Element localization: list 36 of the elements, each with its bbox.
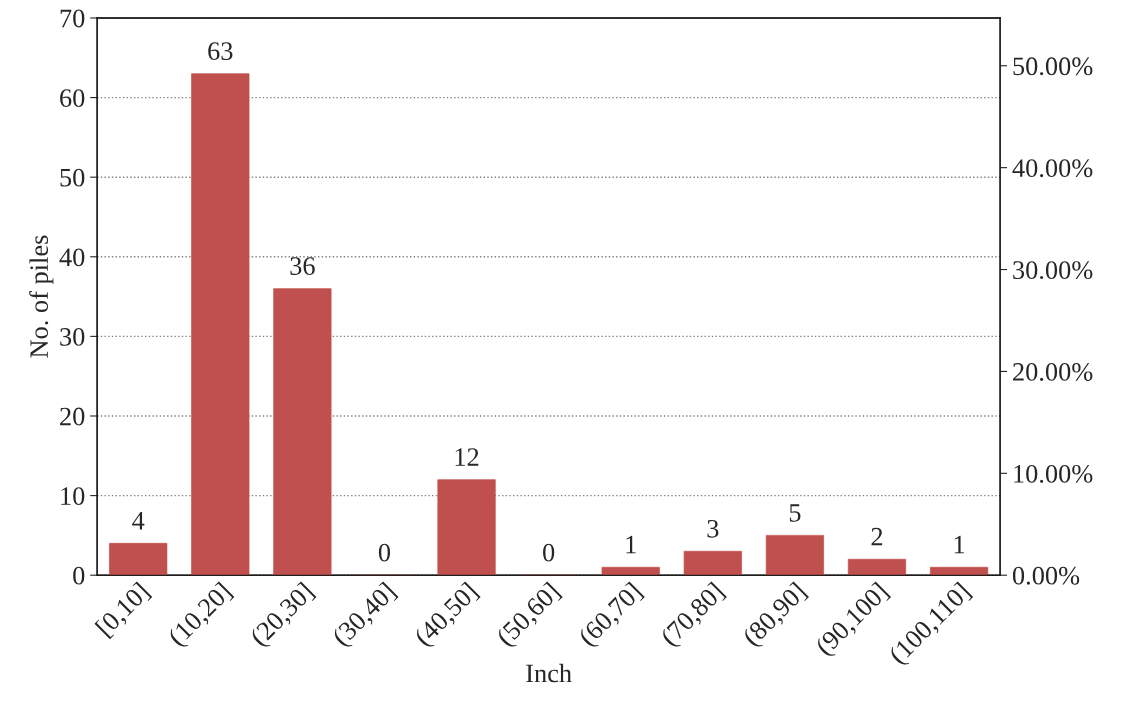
y-tick-label: 30 bbox=[60, 328, 85, 346]
y2-tick-label: 40.00% bbox=[1012, 159, 1093, 178]
data-label: 63 bbox=[208, 42, 233, 60]
bar bbox=[601, 566, 660, 576]
data-label: 36 bbox=[290, 257, 315, 275]
y2-tick-label: 30.00% bbox=[1013, 261, 1093, 280]
bar bbox=[191, 73, 250, 576]
y2-tick-label: 50.00% bbox=[1013, 57, 1093, 76]
data-label: 0 bbox=[543, 543, 555, 562]
y-axis-title: No. of piles bbox=[29, 235, 54, 358]
y2-tick-label: 0.00% bbox=[1012, 566, 1080, 585]
bar bbox=[765, 535, 824, 576]
y-tick-label: 40 bbox=[59, 248, 85, 267]
y-tick-label: 60 bbox=[60, 89, 85, 107]
data-label: 12 bbox=[455, 448, 479, 466]
y-tick-label: 0 bbox=[73, 566, 85, 585]
bar bbox=[109, 543, 168, 576]
data-label: 0 bbox=[378, 543, 391, 562]
bar bbox=[437, 479, 496, 576]
bar bbox=[273, 288, 332, 576]
bar bbox=[683, 550, 742, 576]
y-tick-label: 10 bbox=[61, 487, 85, 506]
data-label: 1 bbox=[626, 535, 636, 554]
y-tick-label: 50 bbox=[60, 168, 85, 187]
y-tick-label: 70 bbox=[60, 9, 85, 28]
bar bbox=[847, 558, 907, 576]
bar bbox=[930, 566, 989, 576]
y-tick-label: 20 bbox=[60, 407, 85, 426]
x-axis-title: Inch bbox=[526, 663, 572, 683]
data-label: 1 bbox=[954, 535, 965, 554]
data-label: 3 bbox=[707, 519, 719, 538]
data-label: 5 bbox=[789, 504, 801, 522]
y2-tick-label: 20.00% bbox=[1013, 363, 1093, 381]
data-label: 4 bbox=[132, 512, 145, 530]
data-label: 2 bbox=[871, 527, 883, 546]
y2-tick-label: 10.00% bbox=[1014, 464, 1093, 483]
